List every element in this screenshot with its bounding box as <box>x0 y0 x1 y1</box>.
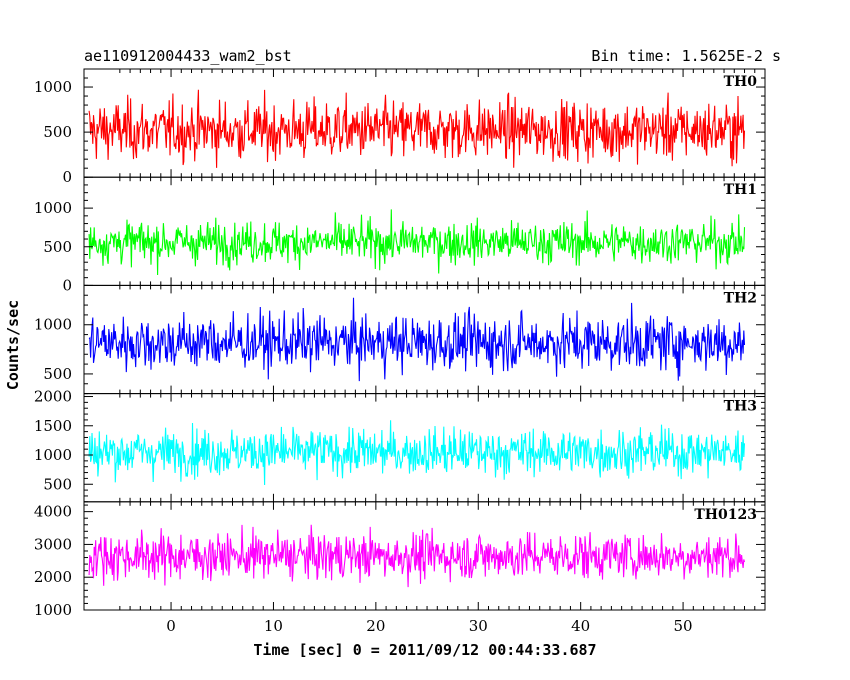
series-th1-line <box>88 209 746 276</box>
x-tick-label: 0 <box>166 617 176 635</box>
y-tick-label: 3000 <box>34 535 72 553</box>
x-tick-label: 10 <box>264 617 283 635</box>
series-th0-line <box>88 89 746 168</box>
chart-title-left: ae110912004433_wam2_bst <box>84 47 292 65</box>
y-tick-label: 1000 <box>34 199 72 217</box>
y-tick-label: 1000 <box>34 78 72 96</box>
y-tick-label: 2000 <box>34 568 72 586</box>
panel-th2: 500 1000 TH2 <box>34 284 766 395</box>
y-tick-label: 500 <box>43 475 72 493</box>
series-th3-line <box>88 420 746 486</box>
panel-label-th0123: TH0123 <box>694 507 757 523</box>
y-axis-label: Counts/sec <box>4 300 22 390</box>
y-tick-label: 2000 <box>34 388 72 406</box>
panel-label-th0: TH0 <box>724 74 758 90</box>
panel-th3: 500 1000 1500 2000 TH3 <box>34 388 766 503</box>
panel-th0123: 1000 2000 3000 4000 TH0123 <box>34 501 766 619</box>
x-axis-label: Time [sec] 0 = 2011/09/12 00:44:33.687 <box>253 641 596 659</box>
y-tick-label: 1000 <box>34 446 72 464</box>
series-th2-line <box>88 297 746 382</box>
x-tick-label: 40 <box>571 617 590 635</box>
y-tick-label: 500 <box>43 123 72 141</box>
y-tick-label: 1000 <box>34 601 72 619</box>
panel-th1: 0 500 1000 TH1 <box>34 176 766 294</box>
x-tick-label: 30 <box>469 617 488 635</box>
series-th0123-line <box>88 524 746 588</box>
panel-label-th2: TH2 <box>724 290 757 306</box>
panel-frame <box>83 501 766 611</box>
y-tick-label: 0 <box>62 276 72 294</box>
y-tick-label: 0 <box>62 168 72 186</box>
chart-title-right: Bin time: 1.5625E-2 s <box>591 47 781 65</box>
y-tick-label: 1000 <box>34 316 72 334</box>
x-tick-label: 20 <box>366 617 385 635</box>
y-tick-label: 500 <box>43 365 72 383</box>
x-axis: 0 10 20 30 40 50 <box>166 617 692 635</box>
x-tick-label: 50 <box>674 617 693 635</box>
y-tick-label: 1500 <box>34 417 72 435</box>
panel-label-th1: TH1 <box>724 182 757 198</box>
y-tick-label: 500 <box>43 238 72 256</box>
panel-label-th3: TH3 <box>724 399 757 415</box>
panel-th0: 0 500 1000 TH0 <box>34 68 766 186</box>
y-tick-label: 4000 <box>34 503 72 521</box>
